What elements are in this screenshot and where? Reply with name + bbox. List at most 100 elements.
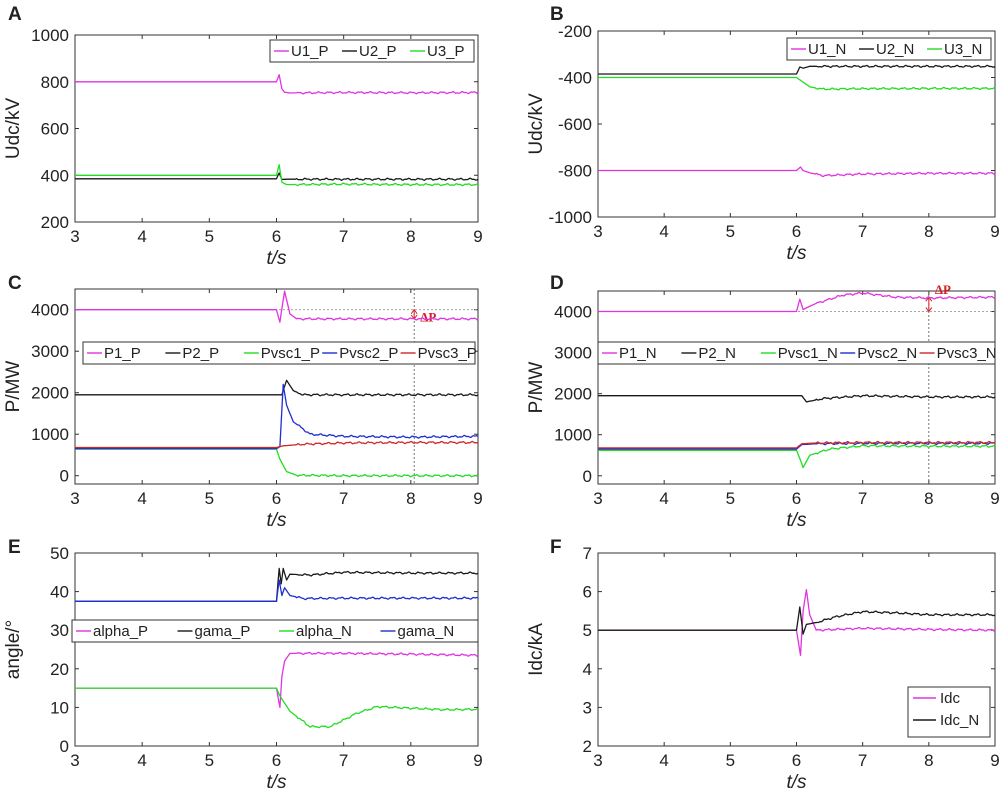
panel-e: E 3 4 5 6 7 8 9 0 10 20 30 40 50 t/s angle/° alpha_P gama…	[3, 537, 483, 793]
y-axis-label: Udc/kV	[526, 93, 547, 155]
legend: alpha_P gama_P alpha_N gama_N	[71, 619, 479, 643]
legend: U1_P U2_P U3_P	[269, 39, 475, 63]
x-axis-label: t/s	[266, 772, 287, 793]
legend: P1_P P2_P Pvsc1_P Pvsc2_P Pvsc3_P	[82, 341, 477, 365]
x-axis-label: t/s	[786, 510, 807, 531]
y-axis-label: P/MW	[526, 362, 547, 414]
panel-label: D	[550, 273, 564, 294]
plot-frame	[597, 290, 996, 485]
legend-entry: Idc_N	[940, 712, 979, 729]
y-tick-label: 200	[41, 213, 69, 232]
x-tick-label: 7	[858, 489, 867, 508]
x-tick-label: 5	[726, 489, 735, 508]
y-tick-label: -800	[558, 162, 592, 181]
panel-c: C 3 4 5 6 7 8 9 0 1000 2000 3000 4000 t/s P/MW ΔP P1_P P2…	[3, 273, 483, 531]
x-tick-label: 6	[272, 489, 281, 508]
x-axis-label: t/s	[786, 243, 807, 264]
y-tick-label: -400	[558, 69, 592, 88]
x-tick-label: 6	[792, 489, 801, 508]
x-tick-label: 6	[792, 751, 801, 770]
x-tick-label: 9	[473, 227, 482, 246]
legend-entry: U1_N	[808, 41, 846, 58]
y-tick-label: 20	[50, 660, 69, 679]
x-tick-label: 8	[406, 751, 415, 770]
delta-arrow-head	[410, 308, 418, 315]
delta-p-label: ΔP	[420, 310, 436, 325]
y-tick-label: 4000	[31, 301, 69, 320]
x-tick-label: 7	[339, 751, 348, 770]
y-tick-label: 2	[583, 737, 592, 756]
x-tick-label: 4	[659, 751, 668, 770]
x-tick-label: 3	[593, 489, 602, 508]
legend-entry: Pvsc2_P	[339, 345, 398, 362]
series-line-pvsc3_n	[598, 440, 996, 449]
y-tick-label: 0	[60, 737, 69, 756]
x-tick-label: 3	[593, 751, 602, 770]
series-line-u2_n	[598, 64, 996, 75]
x-tick-label: 6	[792, 222, 801, 241]
x-tick-label: 3	[70, 751, 79, 770]
y-axis-label: angle/°	[3, 620, 24, 679]
legend-box	[82, 341, 476, 365]
y-tick-label: 4	[583, 660, 592, 679]
y-tick-label: -600	[558, 115, 592, 134]
panel-label: A	[8, 4, 22, 25]
delta-arrow-head	[925, 307, 933, 313]
series-line-u3_n	[598, 76, 996, 91]
x-tick-label: 9	[990, 222, 999, 241]
y-tick-label: 6	[583, 583, 592, 602]
x-tick-label: 3	[70, 489, 79, 508]
legend-entry: P2_N	[698, 345, 736, 362]
legend-entry: U3_P	[427, 43, 465, 60]
series-line-pvsc2_p	[75, 383, 479, 450]
x-axis-label: t/s	[266, 248, 287, 269]
x-tick-label: 9	[473, 489, 482, 508]
series-line-u1_n	[598, 166, 996, 178]
y-tick-label: 3000	[554, 344, 592, 363]
y-tick-label: 400	[41, 166, 69, 185]
y-tick-label: 1000	[31, 26, 69, 45]
panel-b: B 3 4 5 6 7 8 9 -1000 -800 -600 -400 -200 t/s Udc/kV U1…	[526, 4, 1000, 264]
y-tick-label: 50	[50, 544, 69, 563]
y-tick-label: 10	[50, 698, 69, 717]
y-tick-label: 3000	[31, 342, 69, 361]
legend-box	[597, 341, 996, 365]
legend-entry: P1_P	[104, 345, 141, 362]
series-line-p2_n	[598, 394, 996, 403]
legend-box	[71, 619, 479, 643]
series-line-u2_p	[75, 172, 479, 181]
x-tick-label: 7	[339, 489, 348, 508]
y-axis-label: Idc/kA	[526, 623, 547, 676]
legend-entry: Pvsc1_P	[261, 345, 320, 362]
y-tick-label: 0	[60, 467, 69, 486]
legend-entry: P2_P	[182, 345, 219, 362]
x-axis-label: t/s	[786, 772, 807, 793]
x-tick-label: 4	[659, 489, 668, 508]
y-tick-label: -200	[558, 22, 592, 41]
y-tick-label: 2000	[31, 384, 69, 403]
x-tick-label: 5	[726, 222, 735, 241]
legend-entry: Pvsc3_N	[937, 345, 997, 362]
y-tick-label: 7	[583, 544, 592, 563]
legend-entry: U3_N	[944, 41, 982, 58]
y-axis-label: P/MW	[3, 361, 24, 413]
legend-entry: gama_P	[195, 623, 251, 640]
x-tick-label: 7	[858, 222, 867, 241]
legend: P1_N P2_N Pvsc1_N Pvsc2_N Pvsc3_N	[597, 341, 997, 365]
series-line-alpha_n	[75, 687, 479, 729]
series-line-pvsc3_p	[75, 440, 479, 449]
x-tick-label: 4	[137, 489, 146, 508]
x-tick-label: 8	[924, 489, 933, 508]
x-tick-label: 8	[924, 222, 933, 241]
legend-entry: Pvsc2_N	[857, 345, 917, 362]
y-tick-label: -1000	[549, 208, 592, 227]
series-line-u3_p	[75, 164, 479, 187]
x-axis-label: t/s	[266, 510, 287, 531]
y-tick-label: 2000	[554, 385, 592, 404]
x-tick-label: 5	[726, 751, 735, 770]
y-tick-label: 0	[583, 467, 592, 486]
x-tick-label: 8	[406, 227, 415, 246]
legend-entry: Idc	[940, 690, 961, 707]
y-tick-label: 600	[41, 120, 69, 139]
